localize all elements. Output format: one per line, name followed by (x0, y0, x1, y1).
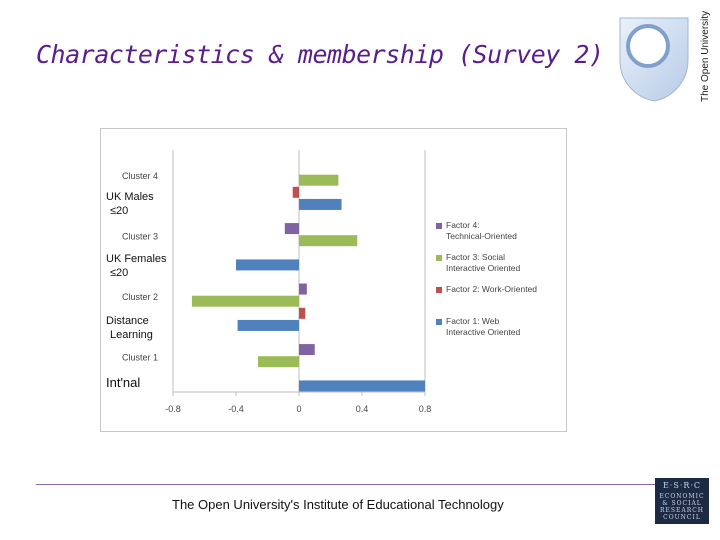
label-uk-females-line2: ≤20 (110, 267, 129, 279)
open-university-logo (619, 17, 689, 102)
legend-label: Technical-Oriented (446, 231, 517, 241)
label-uk-males: UK Males ≤20 (106, 190, 154, 218)
bar (237, 319, 299, 331)
label-uk-females: UK Females ≤20 (106, 252, 167, 280)
bar (258, 356, 299, 368)
legend-swatch (436, 255, 442, 261)
label-intnal: Int'nal (106, 375, 141, 390)
esrc-line-2: ECONOMIC (659, 493, 705, 500)
esrc-line-4: RESEARCH (659, 507, 705, 514)
label-uk-males-line1: UK Males (106, 191, 154, 203)
bar (299, 235, 358, 247)
label-uk-females-line1: UK Females (106, 253, 167, 265)
legend-swatch (436, 223, 442, 229)
x-tick-label: 0.4 (356, 404, 369, 414)
bar (299, 198, 342, 210)
legend-swatch (436, 319, 442, 325)
legend-label: Factor 2: Work-Oriented (446, 284, 537, 294)
category-label: Cluster 4 (122, 171, 158, 181)
esrc-line-1: E·S·R·C (662, 481, 702, 490)
legend-label: Factor 4: (446, 220, 480, 230)
slide-title: Characteristics & membership (Survey 2) (36, 40, 604, 69)
bar (284, 223, 299, 235)
label-distance-line1: Distance (106, 315, 149, 327)
legend-label: Interactive Oriented (446, 263, 520, 273)
legend-label: Factor 1: Web (446, 316, 499, 326)
x-tick-label: 0.8 (419, 404, 432, 414)
category-label: Cluster 2 (122, 292, 158, 302)
legend-label: Factor 3: Social (446, 252, 505, 262)
bar (292, 186, 299, 198)
label-distance-learning: Distance Learning (106, 314, 153, 342)
esrc-line-5: COUNCIL (663, 514, 701, 521)
bar (191, 295, 299, 307)
footer-divider (36, 484, 676, 485)
bar (299, 380, 425, 392)
bar (299, 307, 306, 319)
label-uk-males-line2: ≤20 (110, 205, 129, 217)
esrc-line-3: & SOCIAL (662, 500, 702, 507)
bar (299, 344, 315, 356)
label-distance-line2: Learning (110, 329, 153, 341)
category-label: Cluster 1 (122, 353, 158, 363)
bar (236, 259, 299, 271)
footer-text: The Open University's Institute of Educa… (172, 497, 504, 512)
x-tick-label: -0.4 (228, 404, 244, 414)
category-label: Cluster 3 (122, 232, 158, 242)
esrc-logo: E·S·R·C ECONOMIC & SOCIAL RESEARCH COUNC… (655, 478, 709, 524)
legend-label: Interactive Oriented (446, 327, 520, 337)
bar (299, 283, 307, 295)
x-tick-label: -0.8 (165, 404, 181, 414)
x-tick-label: 0 (296, 404, 301, 414)
bar (299, 174, 339, 186)
legend-swatch (436, 287, 442, 293)
